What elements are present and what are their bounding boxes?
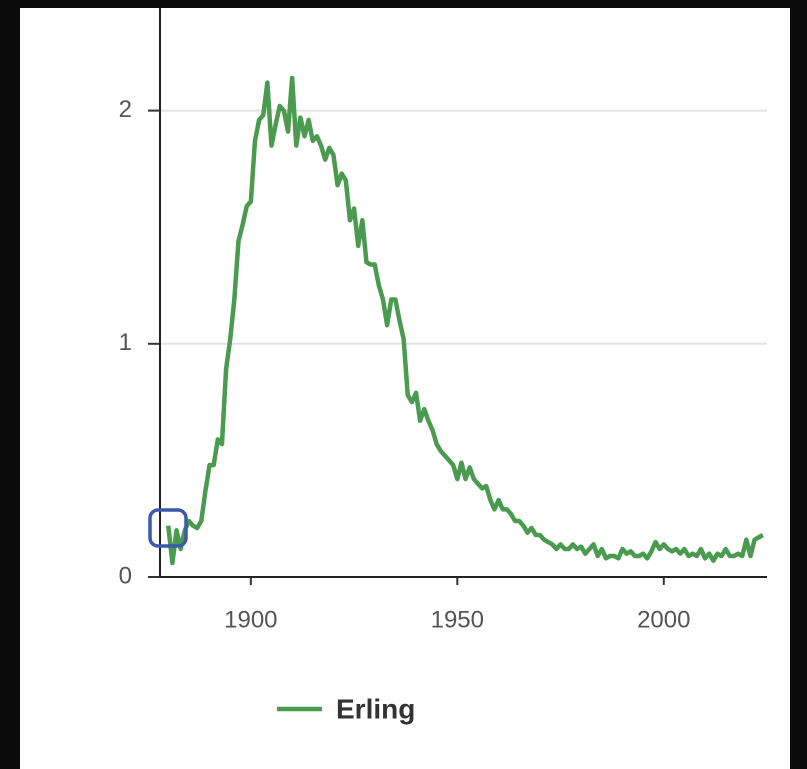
grid: 0 1 2 1900 1950 2000: [119, 8, 767, 633]
y-tick-label: 2: [119, 96, 132, 123]
legend: Erling: [277, 693, 415, 724]
x-tick-label: 1950: [431, 606, 484, 633]
y-tick-label: 0: [119, 562, 132, 589]
plot: [166, 75, 764, 566]
highlight-box: [148, 508, 188, 548]
x-tick-label: 1900: [224, 606, 277, 633]
y-tick-label: 1: [119, 329, 132, 356]
legend-label: Erling: [336, 693, 415, 724]
series-line: [166, 75, 764, 566]
panel: [20, 8, 790, 769]
x-tick-label: 2000: [637, 606, 690, 633]
